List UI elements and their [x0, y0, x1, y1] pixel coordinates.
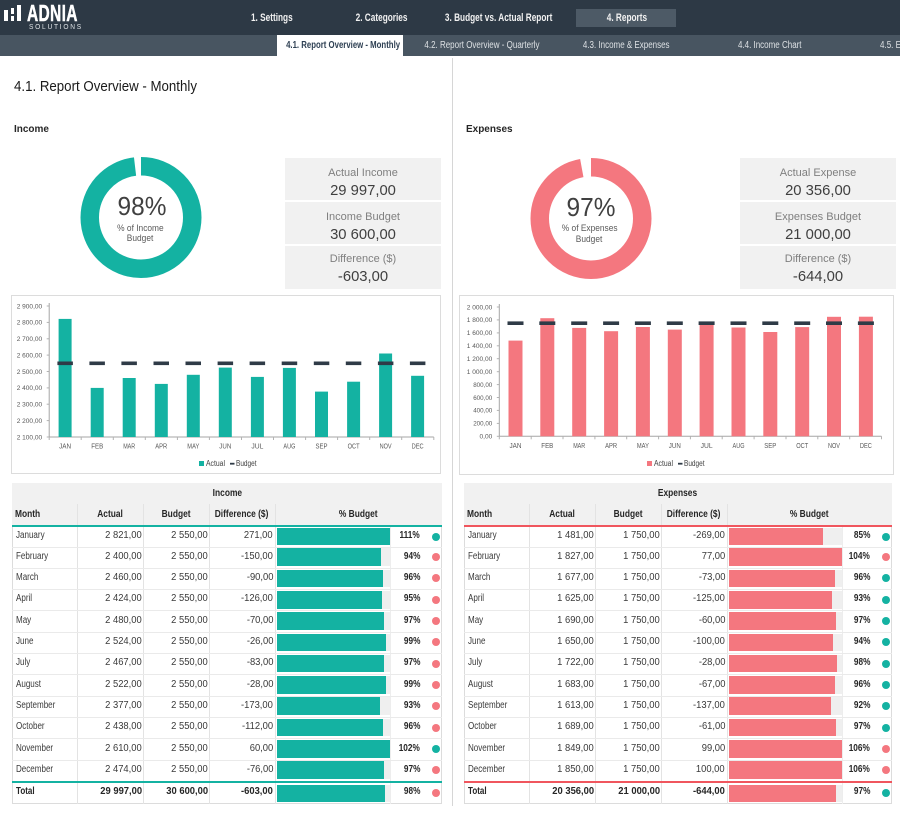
svg-text:NOV: NOV	[828, 443, 840, 450]
svg-text:NOV: NOV	[380, 444, 392, 451]
svg-text:JUN: JUN	[669, 443, 681, 450]
svg-text:JUL: JUL	[701, 443, 713, 450]
svg-text:2 400,00: 2 400,00	[17, 385, 43, 392]
svg-text:JUL: JUL	[251, 444, 263, 451]
svg-text:JAN: JAN	[510, 443, 522, 450]
svg-text:2 200,00: 2 200,00	[17, 418, 43, 425]
svg-text:AUG: AUG	[283, 444, 295, 451]
svg-text:JUN: JUN	[219, 444, 231, 451]
svg-text:SEP: SEP	[316, 444, 328, 451]
svg-text:OCT: OCT	[348, 444, 361, 451]
svg-text:2 900,00: 2 900,00	[17, 303, 43, 310]
svg-text:APR: APR	[605, 443, 617, 450]
svg-text:1 200,00: 1 200,00	[467, 356, 493, 363]
svg-text:MAR: MAR	[123, 444, 135, 451]
svg-text:Actual: Actual	[654, 459, 673, 468]
svg-text:200,00: 200,00	[473, 421, 492, 428]
svg-text:2 800,00: 2 800,00	[17, 320, 43, 327]
svg-text:2 700,00: 2 700,00	[17, 336, 43, 343]
svg-text:MAY: MAY	[187, 444, 199, 451]
svg-text:FEB: FEB	[541, 443, 553, 450]
svg-text:Budget: Budget	[236, 459, 257, 468]
svg-text:400,00: 400,00	[473, 408, 492, 415]
svg-text:MAY: MAY	[637, 443, 649, 450]
svg-text:Actual: Actual	[206, 459, 225, 468]
svg-text:600,00: 600,00	[473, 395, 492, 402]
svg-text:1 600,00: 1 600,00	[467, 330, 493, 337]
svg-text:1 000,00: 1 000,00	[467, 369, 493, 376]
svg-text:2 600,00: 2 600,00	[17, 352, 43, 359]
svg-text:1 800,00: 1 800,00	[467, 317, 493, 324]
svg-text:AUG: AUG	[733, 443, 745, 450]
svg-text:Budget: Budget	[684, 459, 705, 468]
svg-text:0,00: 0,00	[480, 434, 493, 441]
svg-text:APR: APR	[155, 444, 167, 451]
svg-text:FEB: FEB	[91, 444, 103, 451]
svg-text:1 400,00: 1 400,00	[467, 343, 493, 350]
svg-text:800,00: 800,00	[473, 382, 492, 389]
svg-text:DEC: DEC	[412, 444, 424, 451]
svg-text:OCT: OCT	[796, 443, 809, 450]
svg-text:2 500,00: 2 500,00	[17, 369, 43, 376]
svg-text:2 000,00: 2 000,00	[467, 304, 493, 311]
svg-text:DEC: DEC	[860, 443, 872, 450]
svg-text:SEP: SEP	[764, 443, 776, 450]
svg-text:2 300,00: 2 300,00	[17, 402, 43, 409]
svg-text:JAN: JAN	[59, 444, 71, 451]
svg-text:MAR: MAR	[573, 443, 585, 450]
svg-text:2 100,00: 2 100,00	[17, 434, 43, 441]
